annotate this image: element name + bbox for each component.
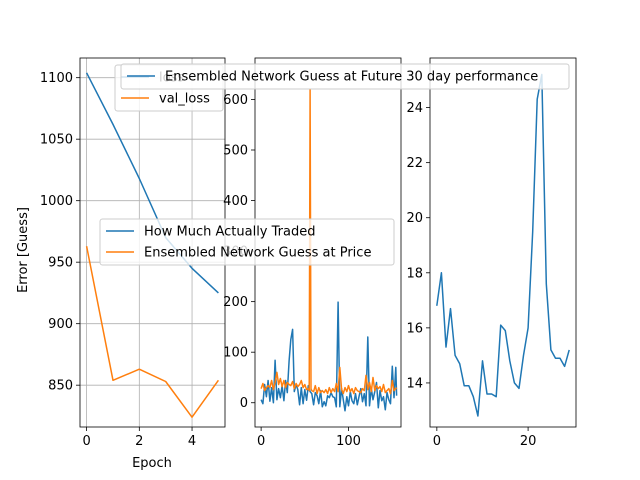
plot-lines xyxy=(436,73,570,417)
x-tick-label: 0 xyxy=(257,434,265,449)
y-tick-label: 1100 xyxy=(40,71,73,86)
x-ticks: 0 20 xyxy=(433,427,537,449)
series-line-loss xyxy=(85,72,219,294)
y-ticks: 850 900 950 1000 1050 1100 xyxy=(40,71,80,394)
legend: Ensembled Network Guess at Future 30 day… xyxy=(120,63,570,90)
y-ticks: 14 16 18 20 22 24 xyxy=(406,101,430,391)
x-tick-label: 4 xyxy=(188,434,196,449)
x-ticks: 0 100 xyxy=(257,427,361,449)
y-tick-label: 1050 xyxy=(40,133,73,148)
legend-label: Ensembled Network Guess at Price xyxy=(144,246,371,261)
y-tick-label: 950 xyxy=(48,256,73,271)
legend-label: val_loss xyxy=(159,92,210,107)
x-tick-label: 0 xyxy=(82,434,90,449)
subplot-future-performance: 0 20 14 16 18 20 22 24 xyxy=(406,57,577,449)
y-tick-label: 100 xyxy=(223,346,248,361)
legend: How Much Actually Traded Ensembled Networ… xyxy=(99,218,395,266)
series-line-val-loss xyxy=(85,246,220,418)
y-tick-label: 16 xyxy=(406,321,423,336)
y-tick-label: 850 xyxy=(48,379,73,394)
x-ticks: 0 2 4 xyxy=(82,427,196,449)
plot-lines xyxy=(85,72,220,418)
x-tick-label: 100 xyxy=(336,434,361,449)
y-tick-label: 400 xyxy=(223,194,248,209)
legend-box xyxy=(120,63,570,90)
series-line-how-much-actually-traded xyxy=(260,301,398,412)
y-tick-label: 24 xyxy=(406,101,423,116)
series-line-ensembled-network-guess-at-price xyxy=(260,88,398,395)
y-tick-label: 600 xyxy=(223,93,248,108)
y-axis-label: Error [Guess] xyxy=(16,207,31,293)
x-tick-label: 0 xyxy=(433,434,441,449)
series-line-ensembled-network-guess-at-future-30-day-performance xyxy=(436,73,570,417)
x-tick-label: 20 xyxy=(520,434,537,449)
y-tick-label: 18 xyxy=(406,266,423,281)
y-tick-label: 900 xyxy=(48,317,73,332)
y-tick-label: 22 xyxy=(406,156,423,171)
y-tick-label: 1000 xyxy=(40,194,73,209)
y-tick-label: 500 xyxy=(223,143,248,158)
x-axis-label: Epoch xyxy=(132,456,172,471)
x-tick-label: 2 xyxy=(135,434,143,449)
y-tick-label: 14 xyxy=(406,376,423,391)
axes-frame xyxy=(429,57,577,428)
y-tick-label: 0 xyxy=(240,396,248,411)
y-tick-label: 200 xyxy=(223,295,248,310)
y-tick-label: 20 xyxy=(406,211,423,226)
y-ticks: 0100200300400500600 xyxy=(223,93,255,411)
plot-lines xyxy=(260,88,398,412)
legend-label: Ensembled Network Guess at Future 30 day… xyxy=(165,70,538,85)
legend-box xyxy=(99,218,395,266)
legend-label: How Much Actually Traded xyxy=(144,225,315,240)
